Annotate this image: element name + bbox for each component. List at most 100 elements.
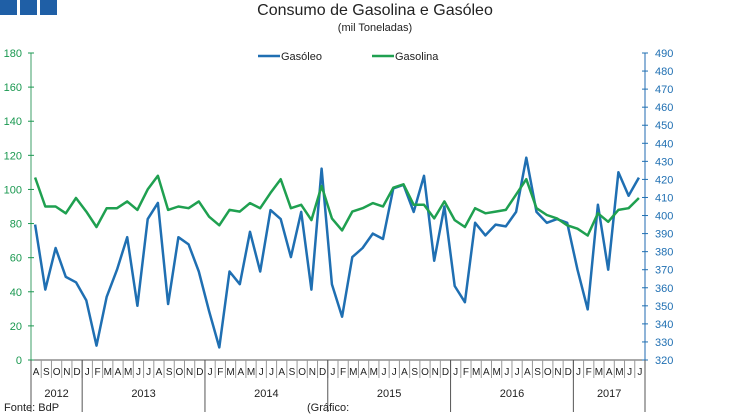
chart-subtitle: (mil Toneladas)	[337, 22, 413, 34]
month-label: J	[146, 367, 151, 378]
left-tick-label: 180	[4, 48, 22, 60]
month-label: O	[298, 367, 306, 378]
year-label: 2013	[131, 388, 155, 400]
right-tick-label: 440	[655, 138, 673, 150]
month-label: A	[360, 367, 367, 378]
month-label: M	[492, 367, 500, 378]
right-tick-label: 460	[655, 102, 673, 114]
right-tick-label: 390	[655, 229, 673, 241]
month-label: J	[269, 367, 274, 378]
month-label: J	[330, 367, 335, 378]
right-tick-label: 490	[655, 48, 673, 60]
year-label: 2017	[597, 388, 621, 400]
month-label: S	[166, 367, 173, 378]
year-label: 2015	[377, 388, 401, 400]
month-label: J	[259, 367, 264, 378]
right-tick-label: 420	[655, 174, 673, 186]
month-label: J	[85, 367, 90, 378]
chart-title: Consumo de Gasolina e Gasóleo	[257, 2, 493, 19]
month-label: F	[340, 367, 346, 378]
month-label: S	[411, 367, 418, 378]
left-tick-label: 20	[10, 321, 22, 333]
logo	[0, 0, 57, 15]
month-label: S	[534, 367, 541, 378]
month-label: F	[217, 367, 223, 378]
left-tick-label: 140	[4, 116, 22, 128]
month-label: A	[33, 367, 40, 378]
month-label: J	[382, 367, 387, 378]
month-label: S	[43, 367, 50, 378]
left-tick-label: 40	[10, 287, 22, 299]
series-line-gasolina	[33, 174, 640, 237]
right-tick-label: 410	[655, 192, 673, 204]
left-tick-label: 120	[4, 150, 22, 162]
month-label: F	[463, 367, 469, 378]
year-label: 2012	[44, 388, 68, 400]
month-label: S	[289, 367, 296, 378]
left-tick-label: 100	[4, 184, 22, 196]
month-label: J	[576, 367, 581, 378]
right-tick-label: 470	[655, 84, 673, 96]
month-label: M	[615, 367, 623, 378]
month-label: J	[637, 367, 642, 378]
year-label: 2014	[254, 388, 278, 400]
month-label: F	[586, 367, 592, 378]
month-label: A	[524, 367, 531, 378]
right-tick-label: 350	[655, 301, 673, 313]
month-label: M	[472, 367, 480, 378]
month-label: A	[401, 367, 408, 378]
month-label: O	[421, 367, 429, 378]
legend-label: Gasóleo	[281, 51, 322, 63]
month-label: M	[595, 367, 603, 378]
month-label: J	[627, 367, 632, 378]
right-tick-label: 480	[655, 66, 673, 78]
month-label: D	[196, 367, 203, 378]
month-label: J	[504, 367, 509, 378]
month-label: A	[606, 367, 613, 378]
month-label: M	[124, 367, 132, 378]
month-label: A	[156, 367, 163, 378]
month-label: D	[565, 367, 572, 378]
month-label: D	[73, 367, 80, 378]
month-label: D	[442, 367, 449, 378]
month-label: M	[247, 367, 255, 378]
legend-label: Gasolina	[395, 51, 439, 63]
right-tick-label: 330	[655, 337, 673, 349]
month-label: J	[136, 367, 141, 378]
month-label: O	[175, 367, 183, 378]
left-tick-label: 60	[10, 253, 22, 265]
left-tick-label: 80	[10, 219, 22, 231]
month-label: J	[392, 367, 397, 378]
right-tick-label: 370	[655, 265, 673, 277]
right-tick-label: 430	[655, 156, 673, 168]
month-label: N	[432, 367, 439, 378]
month-label: J	[515, 367, 520, 378]
month-label: M	[104, 367, 112, 378]
right-tick-label: 380	[655, 247, 673, 259]
month-label: A	[237, 367, 244, 378]
month-label: A	[483, 367, 490, 378]
chart-reference: (Gráfico:	[307, 402, 350, 414]
series-line-gasóleo	[33, 156, 640, 349]
month-label: N	[186, 367, 193, 378]
month-label: J	[453, 367, 458, 378]
month-label: N	[554, 367, 561, 378]
right-tick-label: 360	[655, 283, 673, 295]
month-label: M	[349, 367, 357, 378]
right-tick-label: 450	[655, 120, 673, 132]
right-tick-label: 320	[655, 355, 673, 367]
month-label: A	[115, 367, 122, 378]
month-label: M	[370, 367, 378, 378]
month-label: O	[53, 367, 61, 378]
month-label: A	[278, 367, 285, 378]
month-label: N	[63, 367, 70, 378]
year-label: 2016	[500, 388, 524, 400]
month-label: D	[319, 367, 326, 378]
left-tick-label: 0	[16, 355, 22, 367]
left-tick-label: 160	[4, 82, 22, 94]
month-label: N	[309, 367, 316, 378]
month-label: F	[94, 367, 100, 378]
right-tick-label: 400	[655, 211, 673, 223]
source-note: Fonte: BdP	[4, 402, 60, 414]
